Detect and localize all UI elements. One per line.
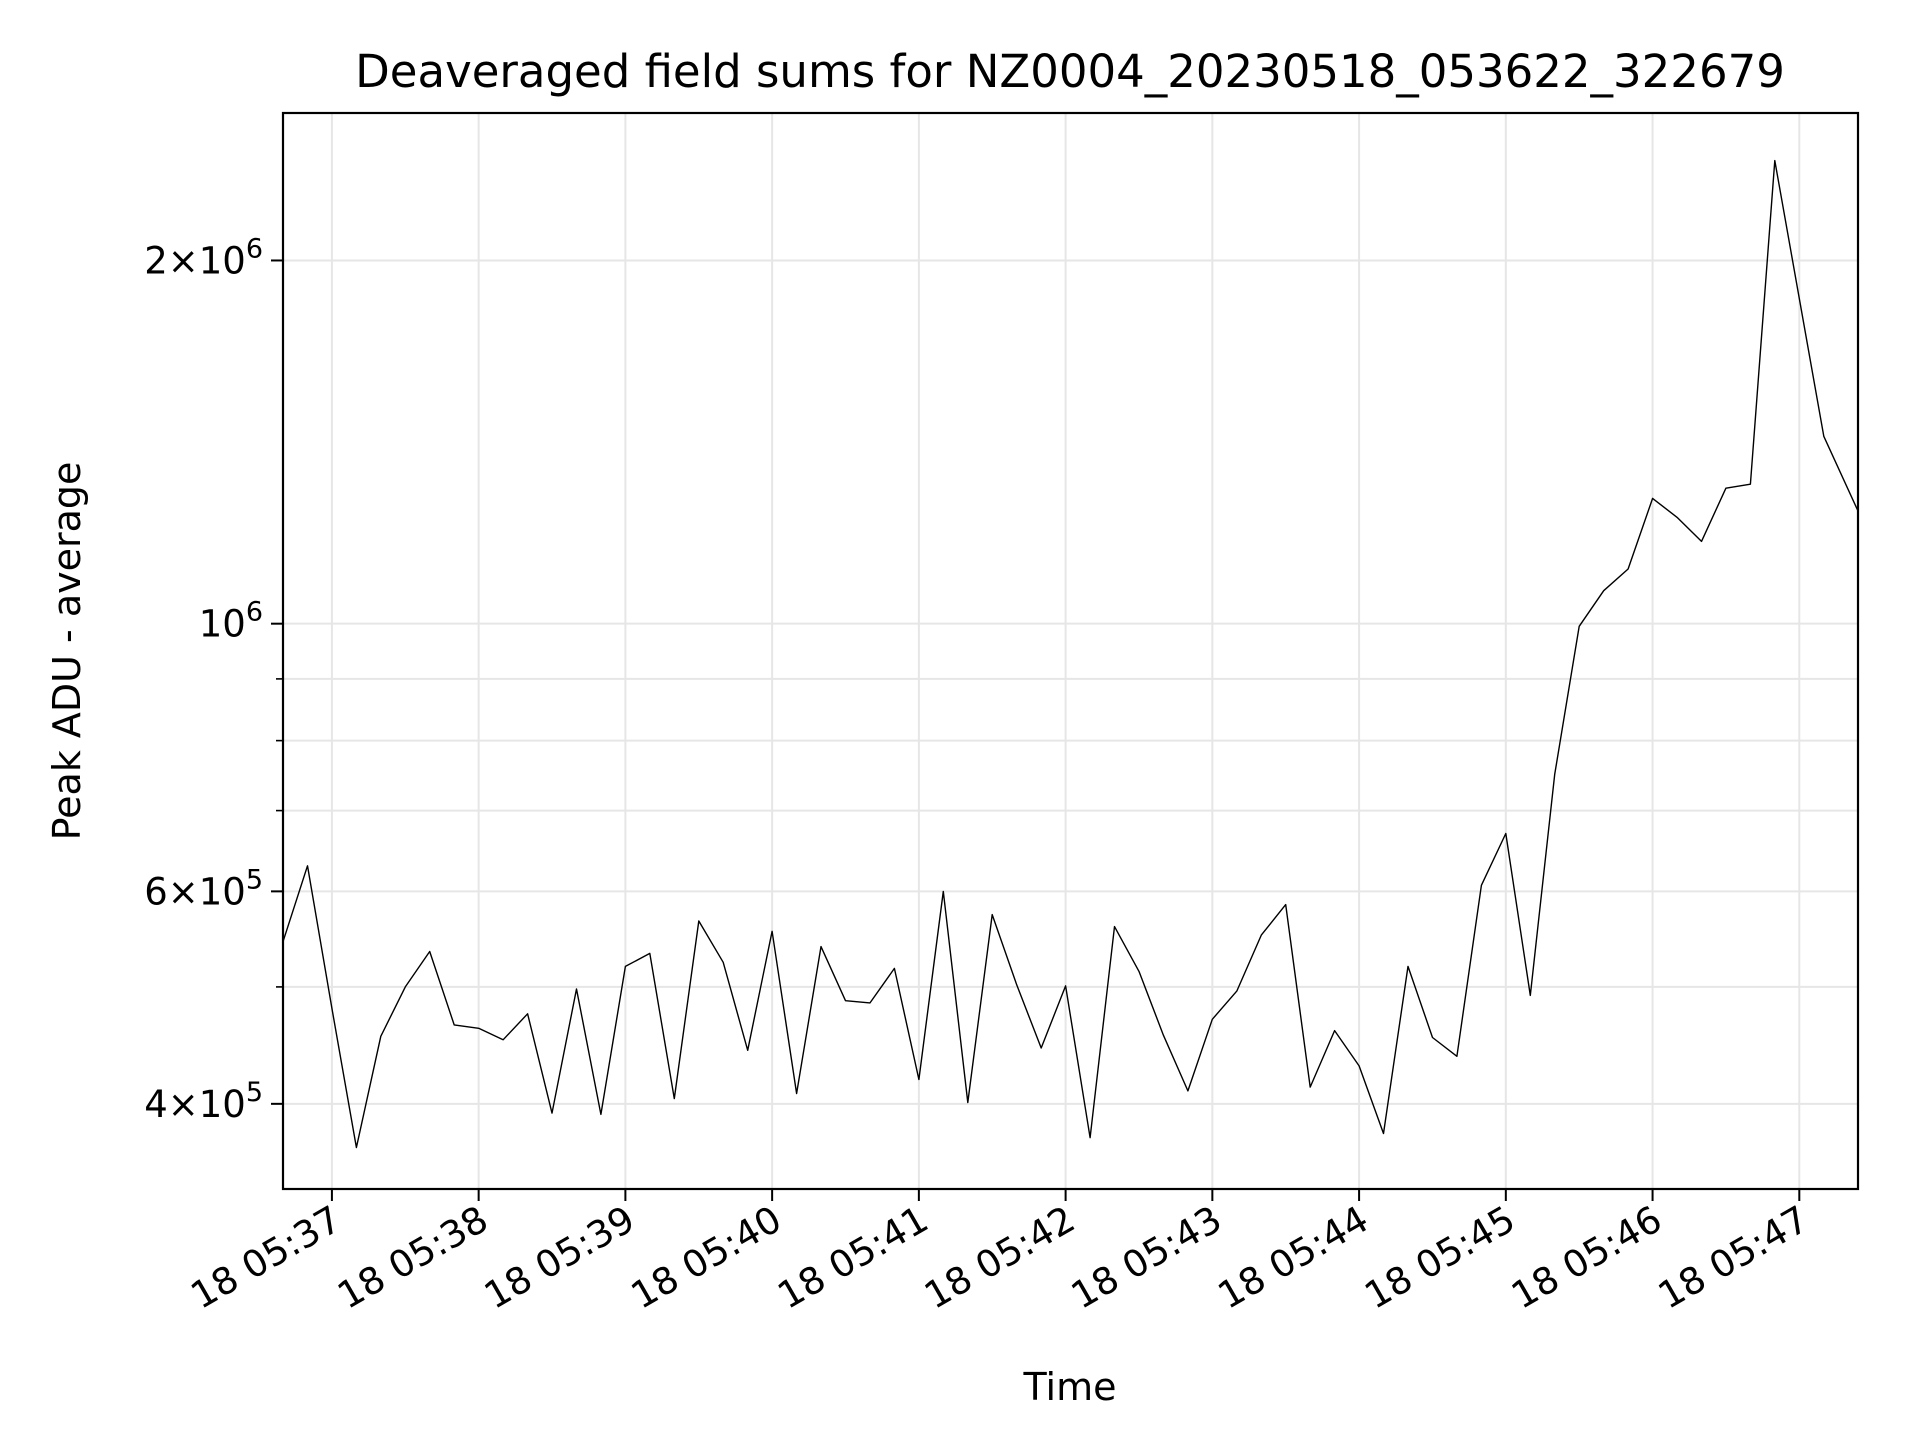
chart-title: Deaveraged field sums for NZ0004_2023051… [355, 45, 1785, 98]
x-tick-label: 18 05:46 [1504, 1198, 1669, 1318]
x-tick-label: 18 05:38 [330, 1198, 495, 1318]
x-tick-label: 18 05:39 [477, 1198, 642, 1318]
y-axis: 4×105 6×105 106 2×106 [144, 233, 283, 1126]
x-tick-label: 18 05:47 [1651, 1198, 1816, 1318]
y-tick-label: 4×105 [144, 1077, 263, 1126]
x-axis-label: Time [1023, 1365, 1117, 1409]
x-tick-label: 18 05:41 [771, 1198, 936, 1318]
y-tick-label: 6×105 [144, 864, 263, 913]
y-tick-label: 2×106 [144, 233, 263, 282]
x-tick-label: 18 05:37 [184, 1198, 349, 1318]
plot-frame [281, 111, 1860, 1191]
series-line [282, 159, 1859, 1149]
x-tick-label: 18 05:45 [1358, 1198, 1523, 1318]
y-axis-label: Peak ADU - average [45, 462, 89, 841]
x-tick-label: 18 05:43 [1064, 1198, 1229, 1318]
x-tick-label: 18 05:42 [917, 1198, 1082, 1318]
y-tick-label: 106 [199, 597, 263, 646]
grid [283, 113, 1858, 1189]
x-tick-label: 18 05:44 [1211, 1198, 1376, 1318]
x-tick-label: 18 05:40 [624, 1198, 789, 1318]
